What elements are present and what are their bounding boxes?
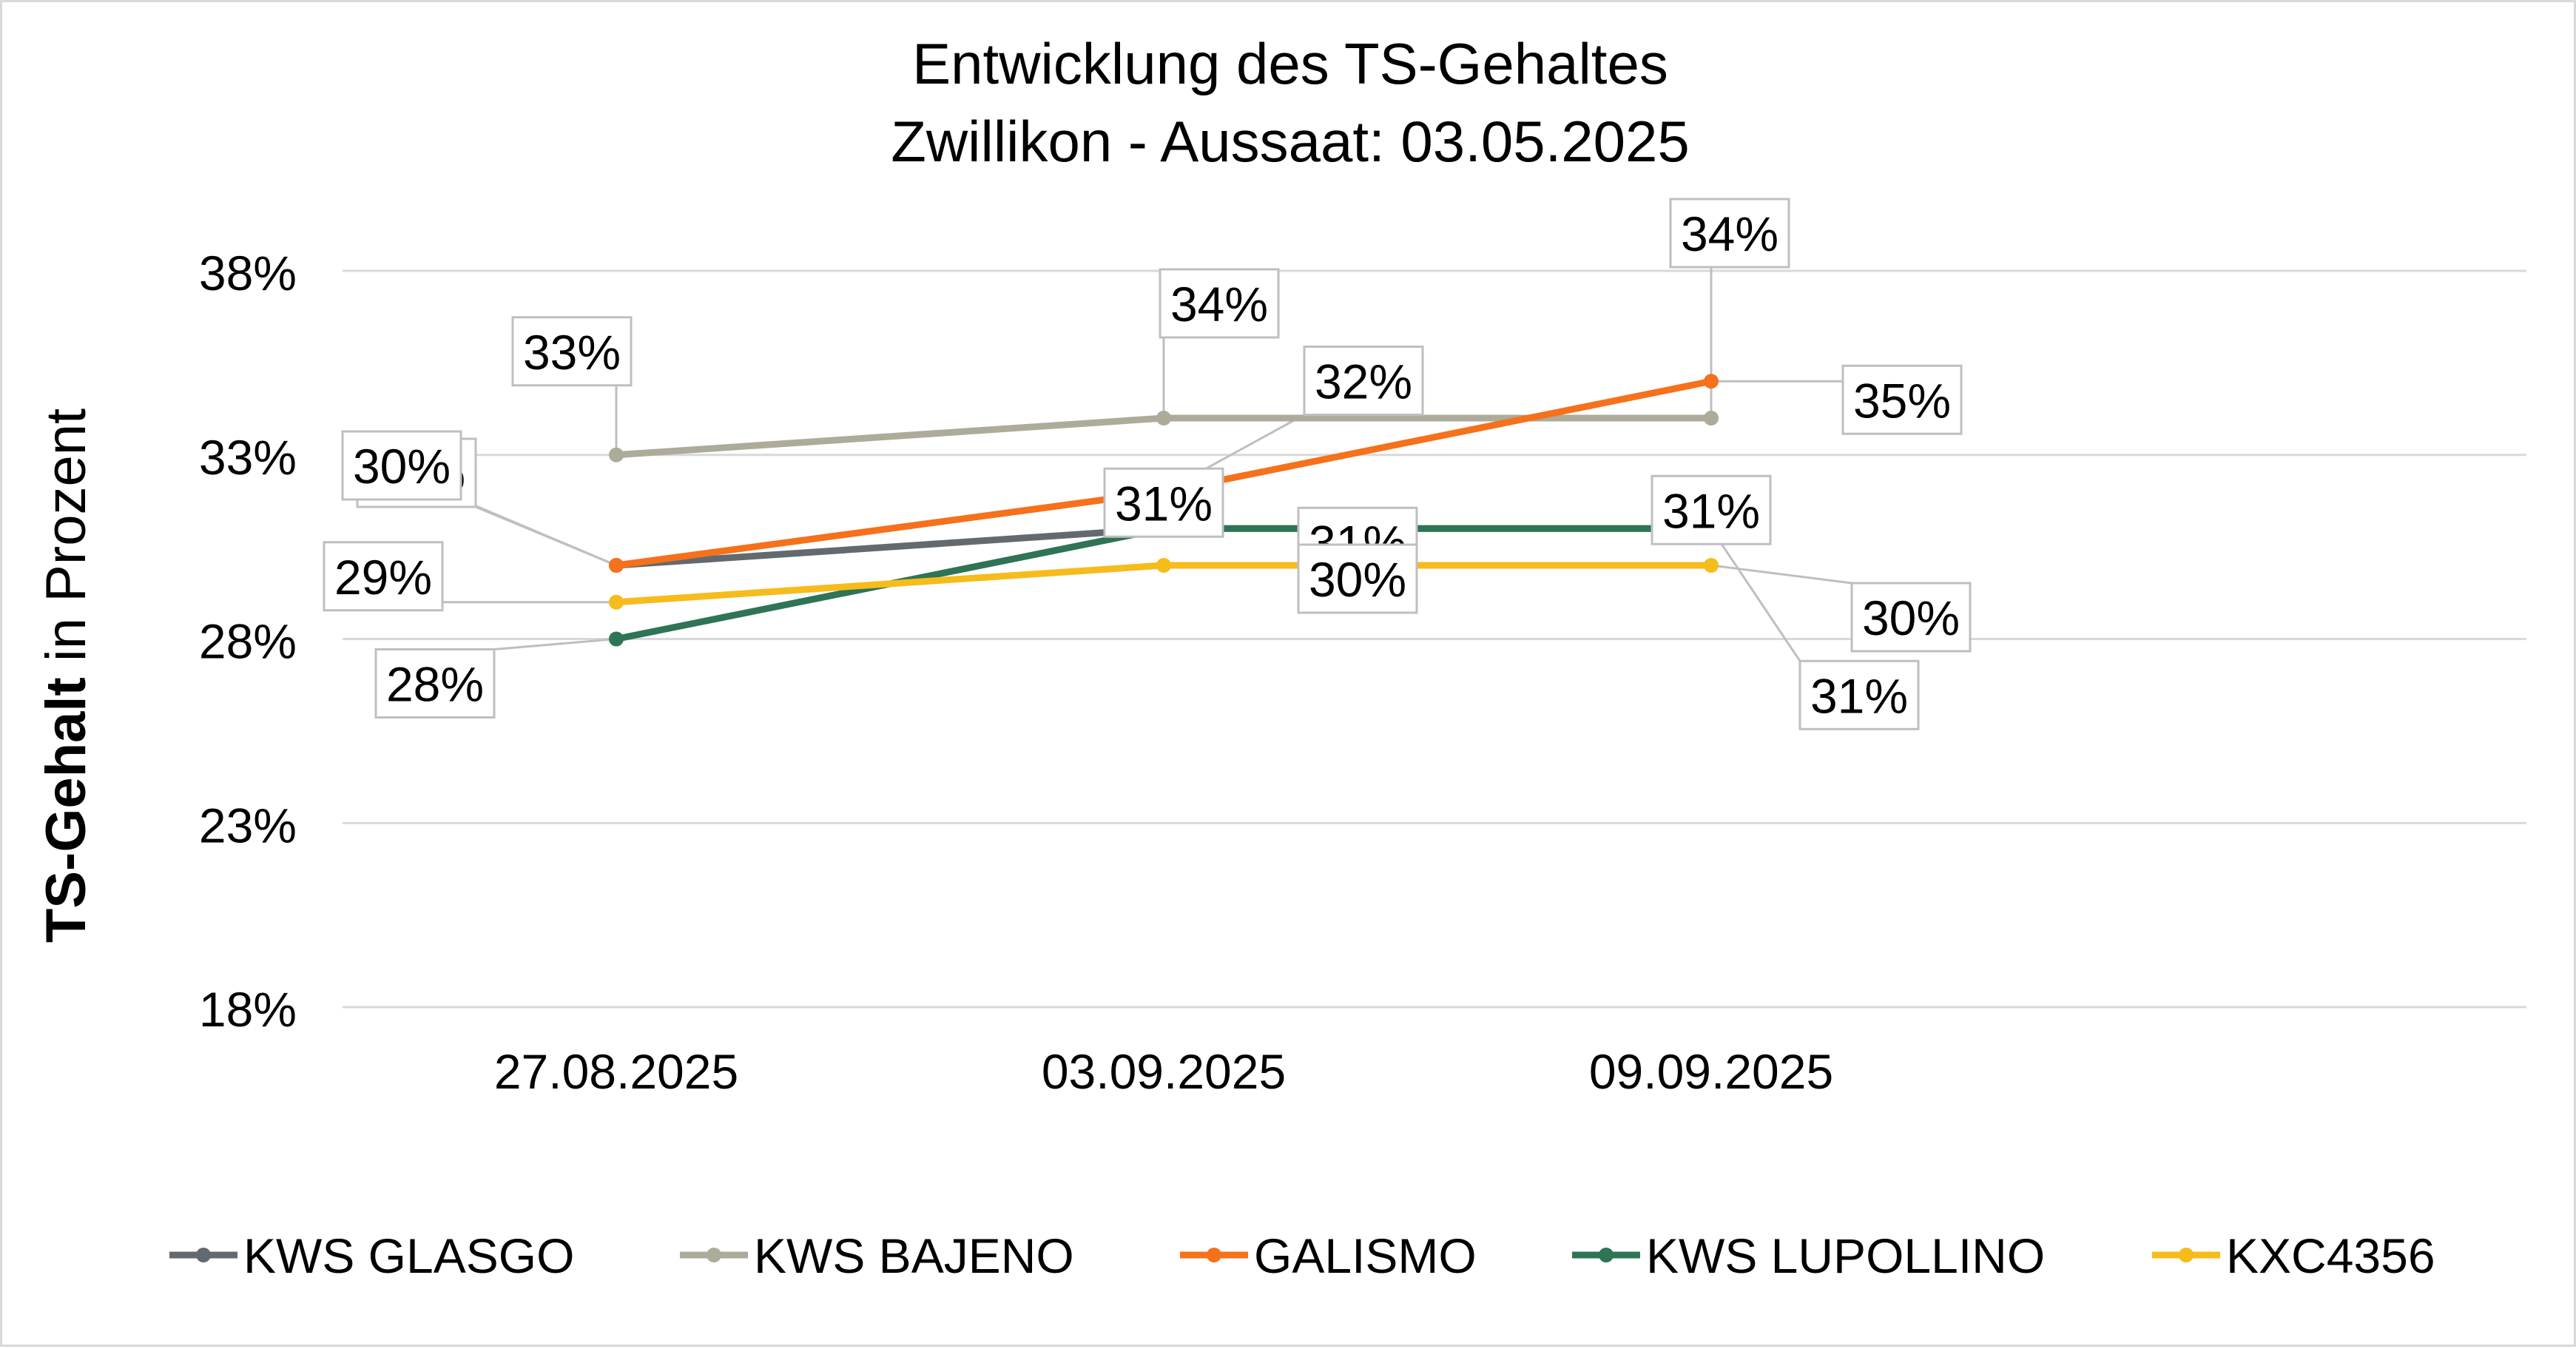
legend-marker	[2179, 1248, 2194, 1262]
label-leader-line	[1710, 564, 1852, 585]
chart-title-line-1: Entwicklung des TS-Gehaltes	[912, 31, 1668, 96]
y-tick-label: 33%	[199, 430, 297, 485]
data-label-box	[1297, 543, 1418, 614]
y-tick-label: 23%	[199, 798, 297, 852]
data-point	[1156, 411, 1171, 425]
y-tick-label: 38%	[199, 246, 297, 300]
x-tick-label: 27.08.2025	[494, 1044, 738, 1099]
data-label-box	[1669, 198, 1790, 269]
data-label-box	[1841, 364, 1963, 435]
chart-title-line-2: Zwillikon - Aussaat: 03.05.2025	[891, 109, 1690, 174]
legend-marker	[196, 1248, 211, 1262]
data-label: 31%	[1115, 476, 1213, 531]
data-label: 31%	[1810, 668, 1908, 723]
data-label-box	[1103, 467, 1224, 538]
legend-label: KWS LUPOLLINO	[1646, 1228, 2045, 1283]
data-label-box	[1159, 268, 1280, 339]
data-point	[609, 447, 624, 462]
legend-marker	[707, 1248, 721, 1262]
data-point	[1704, 374, 1719, 389]
data-labels: 30%31%31%33%34%34%30%32%35%28%31%31%29%3…	[323, 198, 1972, 730]
legend-label: KXC4356	[2226, 1228, 2435, 1283]
data-label: 30%	[353, 439, 451, 494]
data-label: 32%	[1315, 354, 1412, 409]
x-tick-label: 03.09.2025	[1042, 1044, 1286, 1099]
data-label: 35%	[1853, 373, 1951, 428]
y-axis-title-rest: in Prozent	[35, 408, 98, 677]
data-label-box	[341, 430, 462, 501]
data-label-box	[1303, 346, 1424, 416]
data-label-box	[1850, 582, 1972, 653]
data-point	[609, 594, 624, 610]
label-leader-line	[1710, 528, 1801, 662]
data-label: 28%	[386, 657, 484, 712]
data-label-box	[374, 648, 496, 719]
label-leader-line	[493, 638, 617, 650]
data-label-box	[323, 541, 444, 612]
data-point	[1156, 558, 1171, 573]
data-point	[1704, 558, 1719, 573]
data-label: 30%	[1862, 591, 1960, 645]
data-label: 31%	[1662, 483, 1760, 538]
y-axis-title: TS-Gehalt in Prozent	[35, 408, 98, 943]
legend-marker	[1207, 1248, 1221, 1262]
data-label: 30%	[1309, 552, 1406, 607]
legend-label: KWS GLASGO	[243, 1228, 574, 1283]
data-label: 29%	[334, 550, 432, 605]
y-axis-ticks: 18% 23% 28% 33% 38%	[199, 246, 297, 1037]
data-point	[1704, 411, 1719, 425]
data-label: 33%	[523, 325, 621, 380]
data-label-box	[1651, 474, 1772, 545]
gridlines	[343, 269, 2526, 1009]
data-label-box	[511, 316, 633, 387]
x-axis-ticks: 27.08.2025 03.09.2025 09.09.2025	[494, 1044, 1833, 1099]
data-label: 34%	[1681, 206, 1778, 261]
y-tick-label: 18%	[199, 982, 297, 1037]
data-point	[609, 631, 624, 647]
data-label-box	[1798, 659, 1920, 730]
x-tick-label: 09.09.2025	[1589, 1044, 1833, 1099]
y-axis-title-bold: TS-Gehalt	[35, 677, 98, 943]
legend-marker	[1599, 1248, 1614, 1262]
data-point	[609, 558, 624, 573]
y-tick-label: 28%	[199, 614, 297, 669]
data-label: 34%	[1170, 277, 1268, 332]
legend: KWS GLASGO KWS BAJENO GALISMO KWS LUPOLLINO…	[169, 1228, 2435, 1283]
label-leader-line	[460, 498, 617, 567]
legend-label: GALISMO	[1254, 1228, 1477, 1283]
legend-label: KWS BAJENO	[754, 1228, 1074, 1283]
